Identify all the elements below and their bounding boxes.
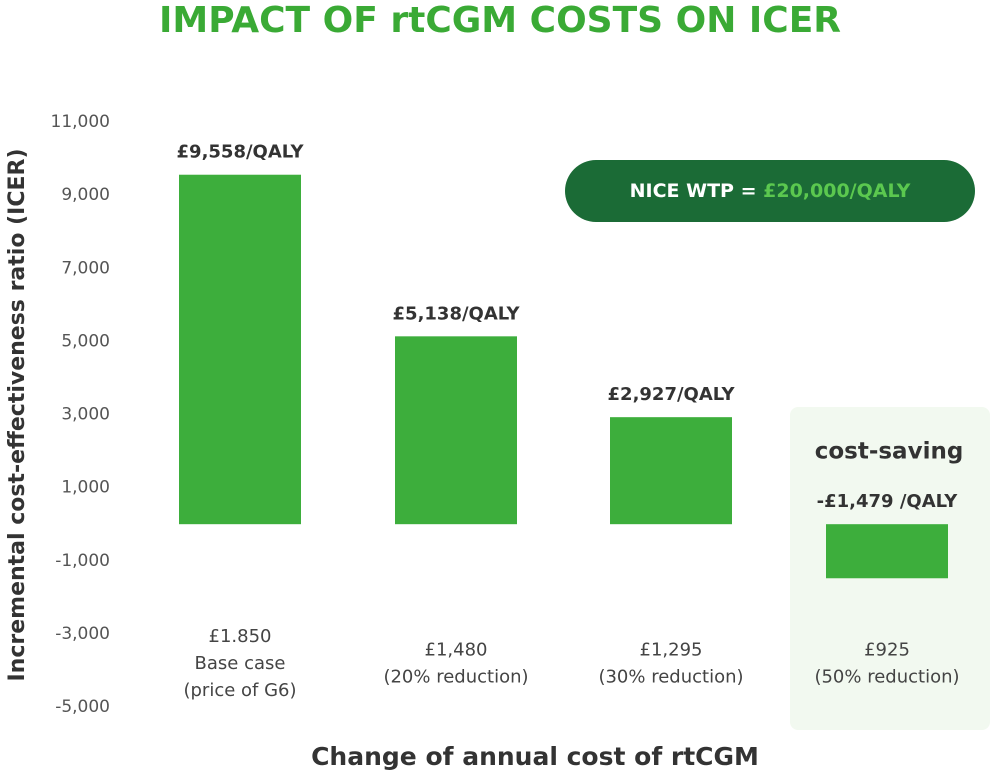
- x-axis-label: Change of annual cost of rtCGM: [311, 742, 759, 771]
- bar: [826, 524, 948, 579]
- bar: [395, 336, 517, 525]
- wtp-value: £20,000/QALY: [763, 180, 910, 202]
- wtp-label: NICE WTP =: [630, 180, 757, 202]
- y-axis-label: Incremental cost-effectiveness ratio (IC…: [5, 148, 30, 681]
- bar: [179, 174, 301, 525]
- y-tick-label: 7,000: [61, 258, 110, 278]
- bar: [610, 417, 732, 525]
- chart-title: IMPACT OF rtCGM COSTS ON ICER: [159, 0, 841, 41]
- x-tick-label: £1.850: [209, 626, 272, 647]
- y-tick-label: 1,000: [61, 478, 110, 498]
- y-tick-label: -3,000: [55, 624, 110, 644]
- x-tick-label: £1,295: [640, 640, 703, 661]
- x-tick-label: Base case: [195, 653, 286, 674]
- value-label: £9,558/QALY: [177, 142, 305, 163]
- x-tick-label: £925: [864, 640, 910, 661]
- x-tick-label: (20% reduction): [383, 667, 528, 688]
- value-label: -£1,479 /QALY: [817, 491, 959, 512]
- wtp-pill: [565, 160, 975, 222]
- y-tick-label: 11,000: [51, 112, 110, 132]
- x-tick-label: £1,480: [425, 640, 488, 661]
- value-label: £5,138/QALY: [393, 303, 521, 324]
- x-tick-label: (30% reduction): [598, 667, 743, 688]
- y-tick-label: 3,000: [61, 405, 110, 425]
- y-tick-label: -5,000: [55, 697, 110, 717]
- value-label: £2,927/QALY: [608, 384, 736, 405]
- x-tick-label: (50% reduction): [814, 667, 959, 688]
- y-tick-label: 9,000: [61, 185, 110, 205]
- cost-saving-label: cost-saving: [815, 439, 964, 465]
- y-tick-label: 5,000: [61, 331, 110, 351]
- y-tick-label: -1,000: [55, 551, 110, 571]
- x-tick-label: (price of G6): [183, 680, 296, 701]
- wtp-annotation: NICE WTP = £20,000/QALY: [630, 180, 911, 202]
